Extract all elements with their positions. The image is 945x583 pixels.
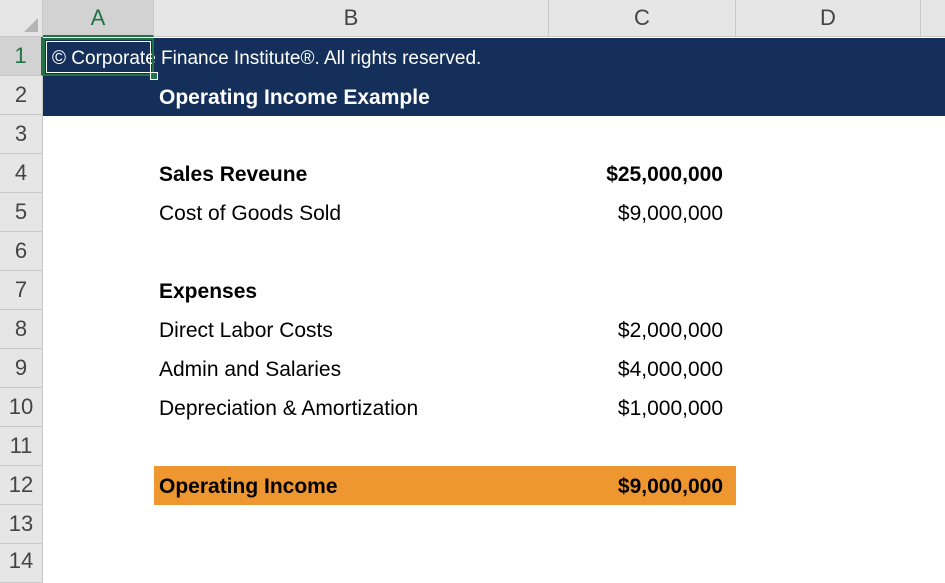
select-all-button[interactable]	[0, 0, 43, 37]
row-header-10[interactable]: 10	[0, 388, 43, 427]
column-header-e-partial[interactable]	[921, 0, 945, 37]
row-header-12[interactable]: 12	[0, 466, 43, 505]
cell-b5-cogs-label[interactable]: Cost of Goods Sold	[159, 202, 342, 225]
cell-c5-cogs-value[interactable]: $9,000,000	[617, 202, 723, 225]
cell-b8-direct-labor-label[interactable]: Direct Labor Costs	[159, 319, 333, 342]
selection-inner-border	[46, 41, 151, 73]
cell-b10-depreciation-label[interactable]: Depreciation & Amortization	[159, 397, 419, 420]
row-header-11[interactable]: 11	[0, 427, 43, 466]
row-header-1[interactable]: 1	[0, 37, 43, 76]
column-header-a[interactable]: A	[43, 0, 154, 37]
row-header-13[interactable]: 13	[0, 505, 43, 544]
active-cell-selection[interactable]	[43, 38, 154, 76]
row-header-2[interactable]: 2	[0, 76, 43, 115]
cell-c4-sales-revenue-value[interactable]: $25,000,000	[606, 163, 723, 186]
cell-b2-title[interactable]: Operating Income Example	[159, 86, 430, 109]
row-header-5[interactable]: 5	[0, 193, 43, 232]
cell-b7-expenses-heading[interactable]: Expenses	[159, 280, 258, 303]
row-header-3[interactable]: 3	[0, 115, 43, 154]
cell-b9-admin-salaries-label[interactable]: Admin and Salaries	[159, 358, 342, 381]
row-header-7[interactable]: 7	[0, 271, 43, 310]
cell-c10-depreciation-value[interactable]: $1,000,000	[617, 397, 723, 420]
row-header-6[interactable]: 6	[0, 232, 43, 271]
cell-b12-operating-income-label[interactable]: Operating Income	[159, 475, 338, 498]
column-header-b[interactable]: B	[154, 0, 549, 37]
cell-c9-admin-salaries-value[interactable]: $4,000,000	[617, 358, 723, 381]
cell-b4-sales-revenue-label[interactable]: Sales Reveune	[159, 163, 308, 186]
row-header-8[interactable]: 8	[0, 310, 43, 349]
cell-c8-direct-labor-value[interactable]: $2,000,000	[617, 319, 723, 342]
row-header-9[interactable]: 9	[0, 349, 43, 388]
column-header-c[interactable]: C	[549, 0, 736, 37]
fill-handle[interactable]	[150, 72, 158, 80]
header-band	[43, 38, 945, 116]
row-header-4[interactable]: 4	[0, 154, 43, 193]
cell-a1-copyright[interactable]: © Corporate Finance Institute®. All righ…	[52, 48, 482, 69]
operating-income-highlight	[154, 466, 736, 505]
select-all-triangle-icon	[24, 18, 38, 32]
column-header-d[interactable]: D	[736, 0, 921, 37]
cell-c12-operating-income-value[interactable]: $9,000,000	[617, 475, 723, 498]
